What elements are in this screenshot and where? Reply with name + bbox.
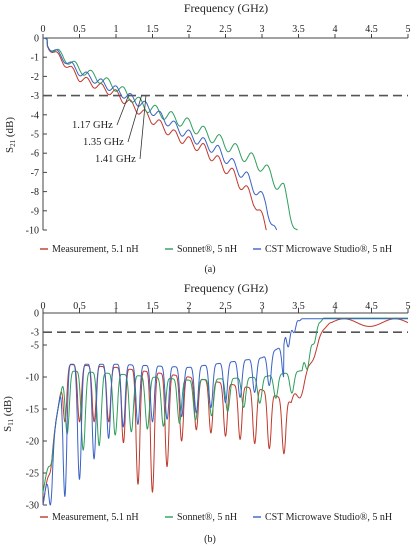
y-tick-label: -5: [31, 130, 39, 141]
chart-b-ylabel: S11 (dB): [2, 396, 15, 432]
y-tick-label: -9: [31, 206, 39, 217]
y-tick-label: 0: [34, 309, 39, 320]
x-tick-label: 1: [114, 301, 119, 312]
x-tick-label: 0: [41, 301, 46, 312]
x-tick-label: 3: [260, 301, 265, 312]
legend-entry-sonnet: Sonnet®, 5 nH: [177, 512, 237, 523]
annotation-label: 1.35 GHz: [83, 137, 124, 148]
panel-label-b: (b): [204, 534, 216, 545]
y-tick-label: -10: [26, 373, 39, 384]
chart-b: Frequency (GHz) 0 0.5 1 1.5 2 2.5 3 3.5 4 4.5 5 0 -3…: [2, 281, 411, 545]
x-tick-label: 0.5: [73, 301, 86, 312]
panel-label-a: (a): [204, 264, 215, 275]
annotation-0: 1.17 GHz: [72, 95, 129, 131]
x-tick-label: 2: [187, 24, 192, 35]
y-tick-label: -8: [31, 187, 39, 198]
annotation-2: 1.41 GHz: [95, 95, 147, 165]
annotation-label: 1.41 GHz: [95, 154, 136, 165]
x-tick-label: 4: [333, 301, 338, 312]
annotation-1: 1.35 GHz: [83, 95, 142, 148]
x-tick-label: 1.5: [146, 24, 159, 35]
x-tick-label: 0.5: [73, 24, 86, 35]
series-line-measurement: [42, 318, 409, 506]
y-tick-label: -6: [31, 149, 39, 160]
series-line-measurement: [42, 37, 267, 231]
x-tick-label: 2.5: [219, 301, 232, 312]
y-tick-label: -25: [26, 469, 39, 480]
x-tick-label: 1.5: [146, 301, 159, 312]
y-tick-label: -10: [26, 226, 39, 237]
series-line-cst: [42, 37, 278, 231]
legend-entry-measurement: Measurement, 5.1 nH: [52, 244, 139, 255]
x-tick-label: 3.5: [292, 301, 305, 312]
x-tick-label: 1: [114, 24, 119, 35]
x-tick-label: 2.5: [219, 24, 232, 35]
y-tick-label: 0: [34, 34, 39, 45]
y-tick-label: -2: [31, 72, 39, 83]
series-line-sonnet: [42, 37, 298, 231]
y-tick-label: -3: [31, 328, 39, 339]
x-tick-label: 3: [260, 24, 265, 35]
annotation-leader: [116, 95, 129, 126]
annotation-label: 1.17 GHz: [72, 120, 113, 131]
annotation-leader: [127, 95, 142, 143]
legend-entry-cst: CST Microwave Studio®, 5 nH: [265, 244, 392, 255]
legend-entry-sonnet: Sonnet®, 5 nH: [177, 244, 237, 255]
legend-b: Measurement, 5.1 nH Sonnet®, 5 nH CST Micr…: [40, 512, 392, 523]
y-tick-label: -7: [31, 168, 39, 179]
legend-a: Measurement, 5.1 nH Sonnet®, 5 nH CST Micr…: [40, 244, 392, 255]
x-tick-label: 4.5: [365, 24, 378, 35]
annotation-leader: [139, 95, 147, 160]
x-tick-label: 4.5: [365, 301, 378, 312]
chart-a-xlabel: Frequency (GHz): [184, 1, 268, 15]
y-tick-label: -3: [31, 91, 39, 102]
x-tick-label: 5: [406, 301, 411, 312]
legend-entry-measurement: Measurement, 5.1 nH: [52, 512, 139, 523]
chart-a-ylabel: S21 (dB): [4, 117, 17, 153]
x-tick-label: 2: [187, 301, 192, 312]
series-line-cst: [42, 318, 409, 506]
y-tick-label: -20: [26, 437, 39, 448]
chart-a: Frequency (GHz) 0 0.5 1 1.5 2 2.5 3 3.5 4 4.5 5 0 -1…: [4, 1, 411, 275]
y-tick-label: -15: [26, 405, 39, 416]
y-tick-label: -1: [31, 53, 39, 64]
x-tick-label: 5: [406, 24, 411, 35]
x-tick-label: 3.5: [292, 24, 305, 35]
legend-entry-cst: CST Microwave Studio®, 5 nH: [265, 512, 392, 523]
y-tick-label: -4: [31, 110, 39, 121]
x-tick-label: 4: [333, 24, 338, 35]
x-tick-label: 0: [41, 24, 46, 35]
series-line-sonnet: [42, 317, 409, 493]
y-tick-label: -30: [26, 501, 39, 512]
chart-b-xlabel: Frequency (GHz): [184, 281, 268, 295]
y-tick-label: -5: [31, 341, 39, 352]
